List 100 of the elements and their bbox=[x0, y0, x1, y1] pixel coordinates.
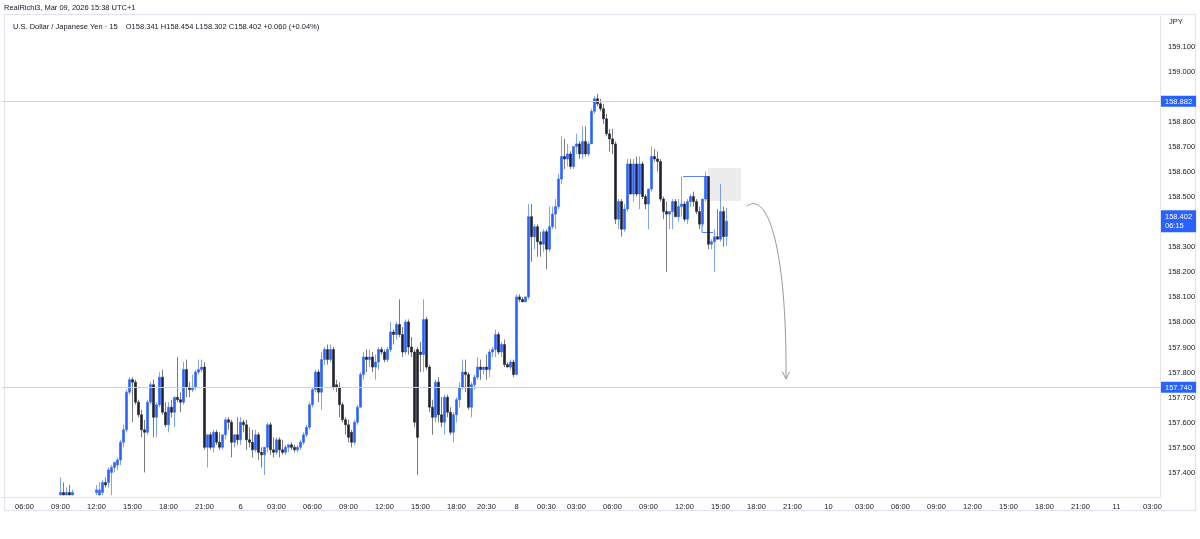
candlestick bbox=[530, 203, 533, 263]
candlestick bbox=[209, 432, 212, 451]
candlestick bbox=[404, 319, 407, 355]
candlestick bbox=[104, 477, 107, 488]
candlestick bbox=[407, 319, 410, 355]
candlestick bbox=[368, 349, 371, 368]
candlestick bbox=[59, 477, 62, 496]
candlestick bbox=[482, 366, 485, 375]
candlestick bbox=[206, 434, 209, 468]
candlestick bbox=[515, 294, 518, 375]
candlestick bbox=[527, 203, 530, 300]
candlestick bbox=[278, 437, 281, 458]
candlestick bbox=[518, 294, 521, 303]
candlestick bbox=[620, 198, 623, 237]
candlestick bbox=[296, 444, 299, 453]
candlestick bbox=[167, 401, 170, 433]
candlestick bbox=[509, 359, 512, 370]
candlestick bbox=[617, 198, 620, 230]
candlestick bbox=[713, 228, 716, 273]
candlestick bbox=[596, 93, 599, 107]
candlestick bbox=[131, 376, 134, 423]
candlestick bbox=[110, 464, 113, 496]
candlestick bbox=[68, 484, 71, 496]
candlestick bbox=[536, 223, 539, 258]
candlestick bbox=[182, 361, 185, 406]
candlestick bbox=[215, 429, 218, 446]
candlestick bbox=[191, 374, 194, 393]
candlestick bbox=[638, 156, 641, 210]
candlestick bbox=[269, 421, 272, 456]
candlestick bbox=[170, 399, 173, 418]
candlestick bbox=[395, 321, 398, 340]
candlestick bbox=[707, 176, 710, 250]
candlestick bbox=[416, 346, 419, 476]
candlestick bbox=[338, 381, 341, 418]
candlestick bbox=[629, 158, 632, 195]
candlestick bbox=[722, 206, 725, 248]
candlestick bbox=[203, 361, 206, 451]
candlestick bbox=[632, 158, 635, 202]
candlestick bbox=[329, 344, 332, 363]
candlestick bbox=[437, 376, 440, 423]
candlestick bbox=[581, 126, 584, 160]
candlestick bbox=[98, 482, 101, 496]
candlestick bbox=[287, 444, 290, 453]
candlestick bbox=[284, 444, 287, 456]
candlestick bbox=[173, 396, 176, 428]
candlestick bbox=[725, 207, 728, 247]
candlestick bbox=[281, 439, 284, 456]
candlestick bbox=[185, 359, 188, 398]
candlestick bbox=[62, 482, 65, 496]
candlestick bbox=[95, 484, 98, 496]
candlestick bbox=[548, 206, 551, 253]
candlestick bbox=[443, 394, 446, 436]
candlestick bbox=[317, 369, 320, 403]
candlestick bbox=[521, 296, 524, 303]
candlestick bbox=[686, 198, 689, 225]
candlestick bbox=[290, 442, 293, 451]
candlestick bbox=[254, 429, 257, 453]
candlestick bbox=[500, 341, 503, 358]
candlestick bbox=[320, 351, 323, 411]
candlestick bbox=[233, 434, 236, 448]
candlestick bbox=[347, 419, 350, 443]
candlestick bbox=[218, 432, 221, 451]
candlestick bbox=[101, 479, 104, 496]
candlestick bbox=[569, 151, 572, 170]
candlestick bbox=[497, 331, 500, 355]
candlestick bbox=[239, 416, 242, 446]
candlestick bbox=[230, 419, 233, 458]
candlestick bbox=[383, 349, 386, 363]
candlestick bbox=[665, 201, 668, 273]
candlestick bbox=[584, 126, 587, 157]
candlestick bbox=[275, 437, 278, 456]
candlestick bbox=[716, 208, 719, 240]
candlestick bbox=[488, 349, 491, 378]
candlestick bbox=[236, 416, 239, 446]
candlestick bbox=[365, 349, 368, 373]
candlestick bbox=[434, 379, 437, 423]
candlestick bbox=[674, 198, 677, 217]
candlestick bbox=[152, 379, 155, 438]
candlestick bbox=[212, 429, 215, 453]
candlestick bbox=[245, 419, 248, 451]
candlestick bbox=[494, 329, 497, 358]
candlestick bbox=[65, 487, 68, 496]
candlestick bbox=[326, 344, 329, 365]
candlestick bbox=[200, 359, 203, 373]
candlestick bbox=[293, 444, 296, 453]
candlestick bbox=[485, 354, 488, 380]
candlestick bbox=[671, 198, 674, 230]
candlestick bbox=[479, 359, 482, 380]
candlestick bbox=[71, 489, 74, 496]
candlestick bbox=[371, 351, 374, 373]
candlestick bbox=[683, 201, 686, 222]
candlestick bbox=[566, 143, 569, 167]
candlestick bbox=[422, 299, 425, 373]
candlestick bbox=[542, 228, 545, 253]
candlestick bbox=[719, 183, 722, 242]
candlestick bbox=[578, 141, 581, 160]
candlestick bbox=[563, 138, 566, 170]
candlestick bbox=[392, 329, 395, 345]
candlestick bbox=[503, 339, 506, 368]
candlestick bbox=[533, 223, 536, 250]
